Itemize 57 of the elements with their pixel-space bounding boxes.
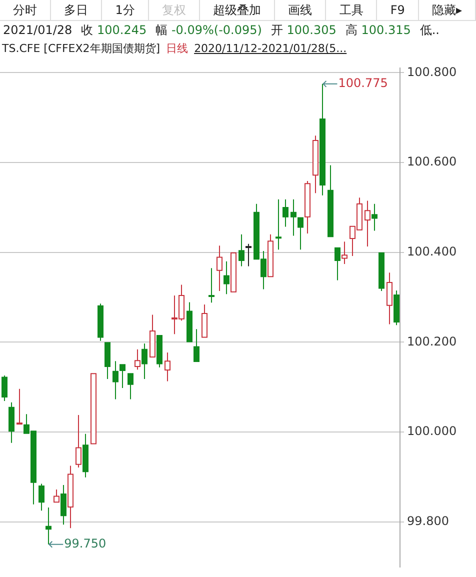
text: 高 100.315 (345, 23, 411, 37)
y-tick-label: 100.400 (407, 244, 457, 258)
text: 2021/01/28 (3, 23, 72, 37)
candlestick (120, 364, 126, 389)
candlestick (298, 217, 304, 250)
candlestick (386, 272, 392, 325)
annotation: 99.750 (64, 536, 106, 550)
text: 工具 (326, 0, 378, 20)
y-tick-label: 100.000 (407, 424, 457, 438)
y-tick-label: 99.800 (407, 514, 449, 528)
y-tick-label: 100.800 (407, 64, 457, 79)
candlestick (104, 342, 110, 380)
candlestick (164, 352, 170, 382)
candlestick (208, 268, 214, 304)
text: 1分 (102, 0, 149, 20)
candlestick (134, 348, 140, 370)
text: 隐藏▸ (418, 0, 476, 20)
candlestick (16, 388, 22, 425)
text: 多日 (51, 0, 102, 20)
candlestick (46, 507, 52, 545)
candlestick (276, 198, 282, 250)
candlestick (334, 247, 340, 281)
candlestick (54, 489, 60, 503)
candlestick (202, 304, 208, 338)
text: F9 (377, 0, 419, 20)
candlestick (60, 484, 66, 526)
candlestick (76, 414, 82, 468)
candlestick (142, 343, 148, 380)
candlestick (194, 328, 200, 362)
candlestick (8, 402, 14, 444)
candlestick (238, 234, 244, 267)
text: 分时 (0, 0, 52, 20)
candlestick (2, 374, 8, 402)
candlestick (216, 245, 222, 292)
y-tick-label: 100.200 (407, 334, 457, 348)
candlestick (290, 198, 296, 236)
text: 开 100.305 (270, 23, 336, 37)
candlestick (364, 200, 370, 248)
text: 画线 (275, 0, 326, 20)
candlestick (372, 203, 378, 232)
text: 复权 (148, 0, 200, 20)
candlestick (112, 360, 118, 400)
candlestick (38, 483, 44, 512)
text: 超级叠加 (200, 0, 276, 20)
chart-subtitle: 日线 (166, 42, 188, 55)
annotation: 100.775 (338, 76, 388, 90)
candlestick (224, 260, 230, 295)
text: 低.. (420, 23, 440, 37)
candlestick (342, 241, 348, 265)
candlestick (246, 243, 252, 267)
candlestick (128, 373, 134, 400)
y-tick-label: 100.600 (407, 154, 457, 169)
text: 收 100.245 (81, 23, 147, 37)
text: 幅 -0.09%(-0.095) (156, 23, 262, 37)
text: 2020/11/12-2021/01/28(5... (194, 42, 347, 55)
chart-title: TS.CFE [CFFEX2年期国债期货] (2, 42, 160, 55)
candlestick (282, 198, 288, 228)
